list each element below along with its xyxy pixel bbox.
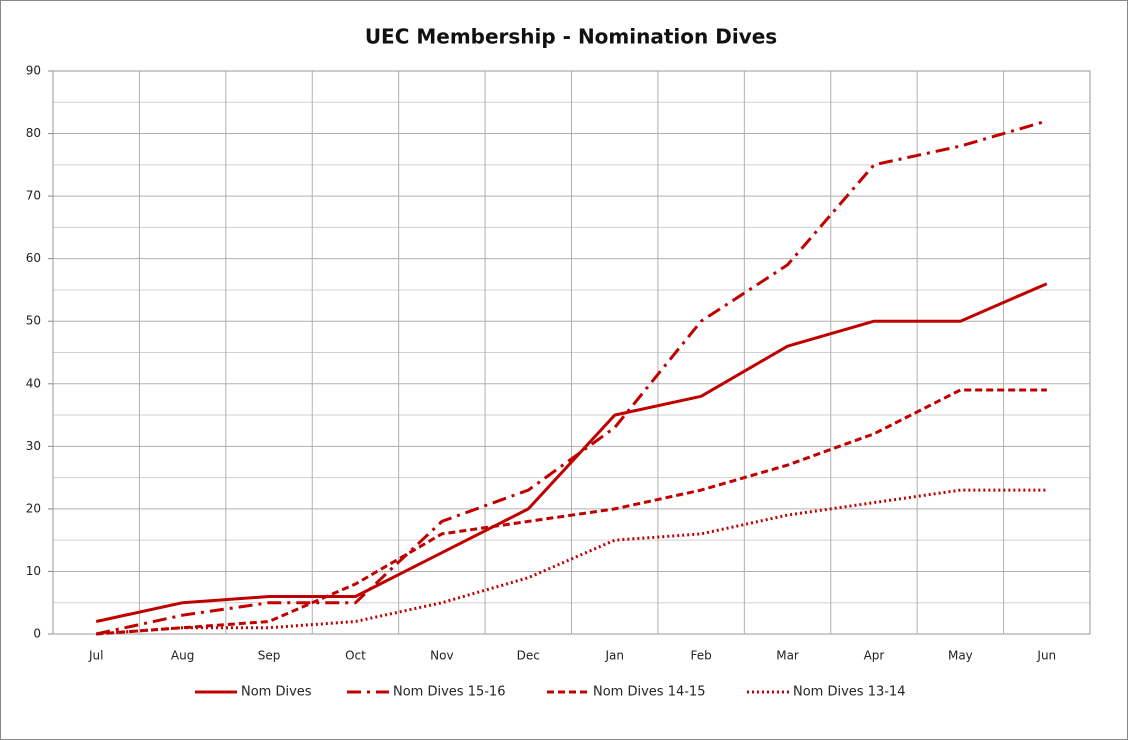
y-tick-label: 20	[26, 501, 41, 515]
x-tick-label: Dec	[517, 649, 540, 663]
y-tick-label: 70	[26, 189, 41, 203]
x-tick-label: Jul	[88, 649, 103, 663]
chart-title: UEC Membership - Nomination Dives	[365, 25, 777, 49]
y-tick-label: 80	[26, 126, 41, 140]
y-tick-label: 40	[26, 376, 41, 390]
series-line	[95, 282, 1048, 623]
legend-label: Nom Dives 14-15	[593, 685, 705, 700]
series-line	[96, 488, 1047, 636]
x-tick-label: May	[948, 649, 973, 663]
legend-label: Nom Dives 13-14	[793, 685, 905, 700]
y-tick-label: 50	[26, 314, 41, 328]
legend-label: Nom Dives 15-16	[393, 685, 505, 700]
x-tick-label: Mar	[776, 649, 799, 663]
y-tick-label: 30	[26, 439, 41, 453]
x-tick-label: Jan	[604, 649, 624, 663]
x-tick-label: Jun	[1036, 649, 1056, 663]
y-tick-label: 90	[26, 64, 41, 78]
series-line	[96, 388, 1047, 636]
x-tick-label: Oct	[345, 649, 366, 663]
y-tick-label: 10	[26, 564, 41, 578]
legend-label: Nom Dives	[241, 685, 312, 700]
series-line	[95, 119, 1048, 636]
x-tick-label: Aug	[171, 649, 194, 663]
y-tick-label: 0	[33, 627, 41, 641]
x-tick-label: Apr	[864, 649, 885, 663]
plot-border	[52, 70, 1091, 635]
x-tick-label: Feb	[691, 649, 712, 663]
x-tick-label: Sep	[258, 649, 281, 663]
x-tick-label: Nov	[430, 649, 453, 663]
y-tick-label: 60	[26, 251, 41, 265]
